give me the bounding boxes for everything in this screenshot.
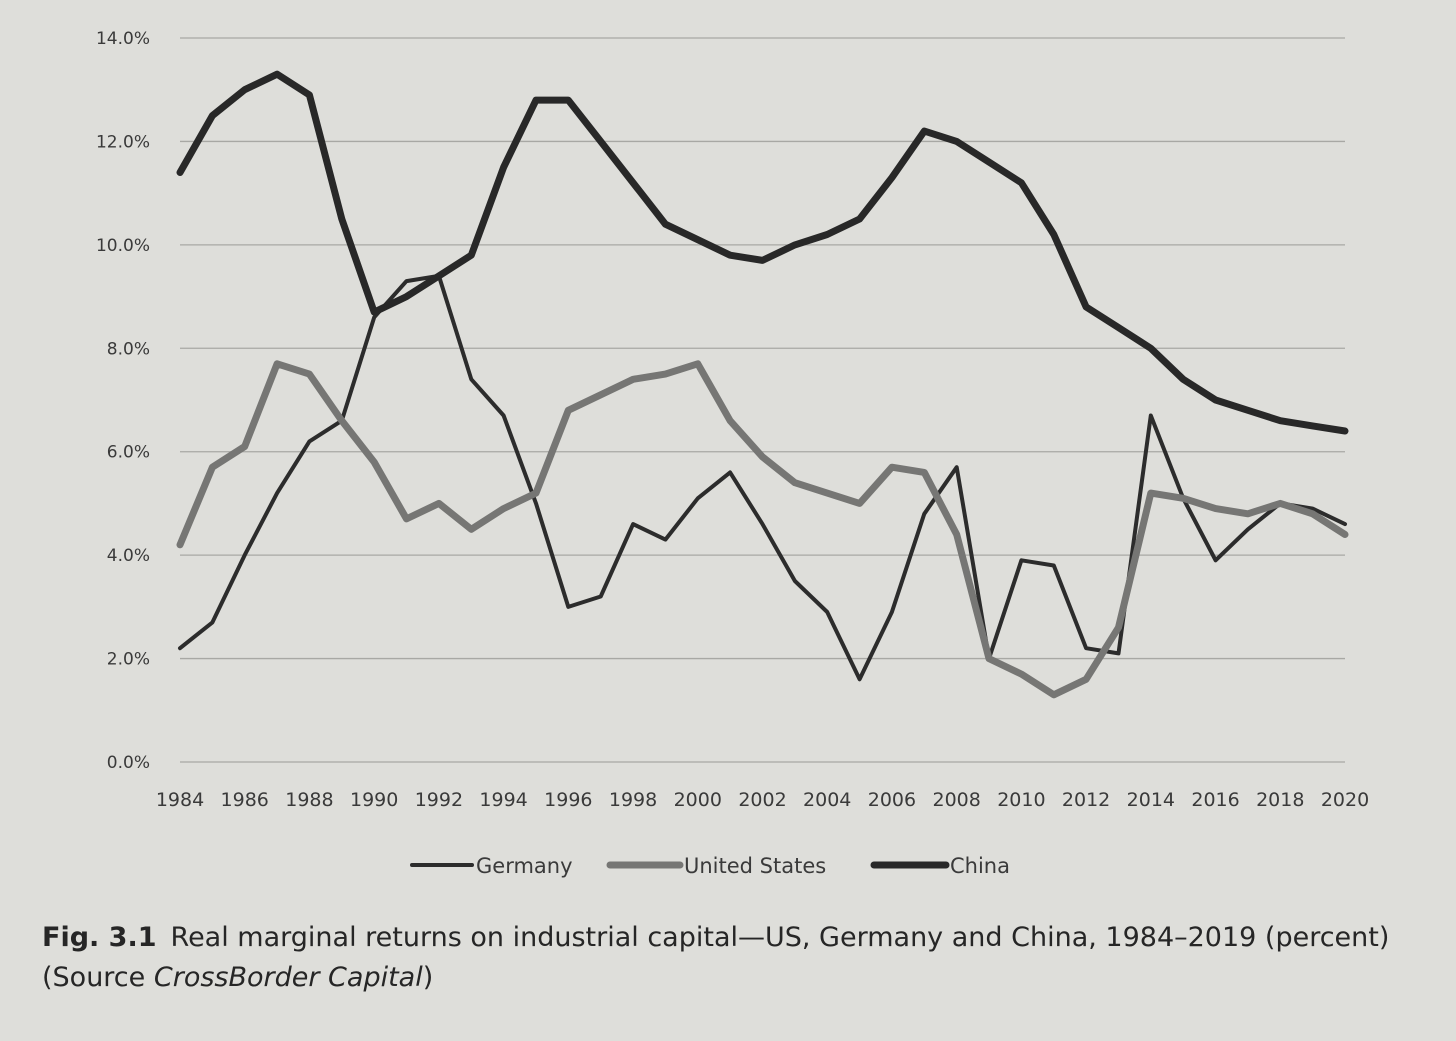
y-tick-label: 8.0% — [107, 339, 150, 359]
figure-label: Fig. 3.1 — [42, 922, 157, 953]
x-tick-label: 1988 — [285, 789, 333, 811]
x-tick-label: 2000 — [674, 789, 722, 811]
series-line-china — [176, 70, 1349, 435]
x-tick-label: 2002 — [738, 789, 786, 811]
series-line-united-states — [176, 360, 1349, 699]
x-tick-label: 1994 — [479, 789, 527, 811]
x-tick-label: 2006 — [868, 789, 916, 811]
x-tick-label: 2020 — [1321, 789, 1369, 811]
legend-label-china: China — [950, 854, 1010, 878]
legend-label-united-states: United States — [684, 854, 826, 878]
legend-label-germany: Germany — [476, 854, 573, 878]
x-tick-label: 2018 — [1256, 789, 1304, 811]
x-tick-label: 2008 — [932, 789, 980, 811]
x-tick-label: 1992 — [415, 789, 463, 811]
y-tick-label: 6.0% — [107, 443, 150, 463]
x-tick-label: 2010 — [997, 789, 1045, 811]
line-chart: 0.0% 2.0% 4.0% 6.0% 8.0% 10.0% 12.0% 14.0% 1984 1… — [96, 29, 1369, 878]
x-tick-label: 2016 — [1191, 789, 1239, 811]
series-line-germany — [178, 273, 1347, 682]
x-tick-label: 1986 — [221, 789, 269, 811]
y-tick-label: 14.0% — [96, 29, 150, 49]
figure-caption: Fig. 3.1 Real marginal returns on industr… — [42, 918, 1432, 998]
caption-closing: ) — [422, 962, 434, 993]
x-tick-label: 1990 — [350, 789, 398, 811]
x-tick-label: 2012 — [1062, 789, 1110, 811]
chart-figure: 0.0% 2.0% 4.0% 6.0% 8.0% 10.0% 12.0% 14.0% 1984 1… — [96, 29, 1369, 878]
x-tick-label: 2014 — [1127, 789, 1175, 811]
y-tick-label: 4.0% — [107, 546, 150, 566]
y-tick-label: 10.0% — [96, 236, 150, 256]
y-tick-label: 12.0% — [96, 132, 150, 152]
caption-text: Real marginal returns on industrial capi… — [42, 922, 1390, 993]
x-tick-label: 2004 — [803, 789, 851, 811]
y-tick-label: 2.0% — [107, 650, 150, 670]
caption-source-name: CrossBorder Capital — [153, 962, 423, 993]
x-tick-label: 1996 — [544, 789, 592, 811]
x-tick-label: 1984 — [156, 789, 204, 811]
x-tick-label: 1998 — [609, 789, 657, 811]
y-tick-label: 0.0% — [107, 753, 150, 773]
